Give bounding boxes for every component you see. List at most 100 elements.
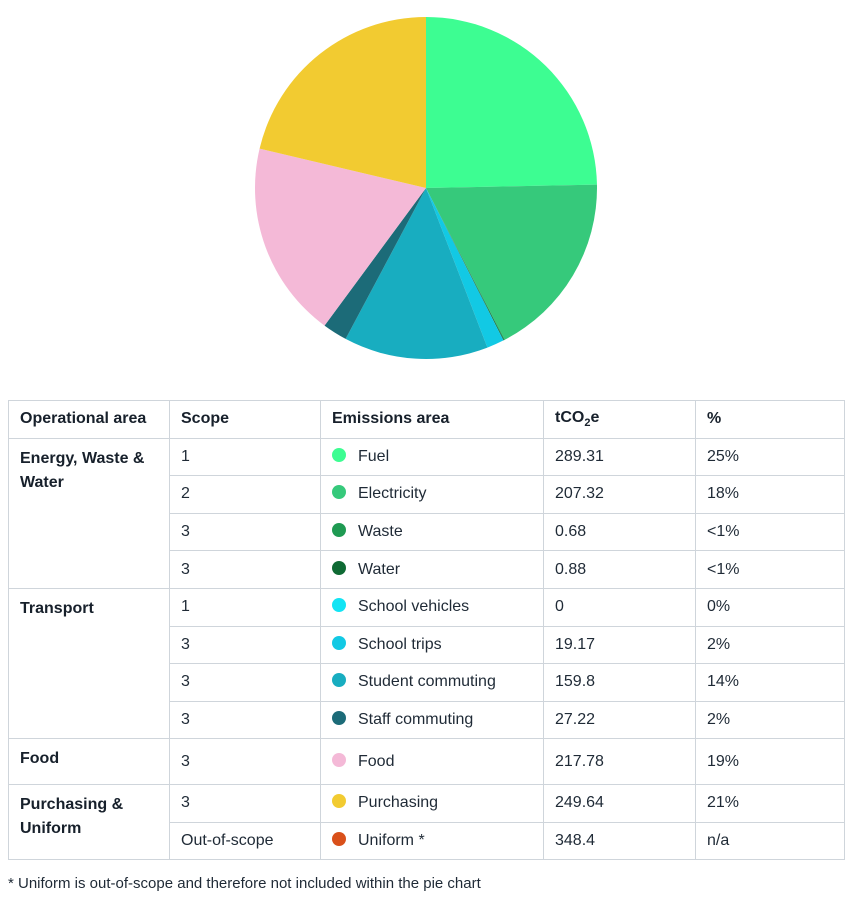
emissions-area-label: Purchasing — [358, 794, 439, 812]
table-row: Transport 1 School vehicles 0 0% — [8, 587, 845, 740]
header-tco2e-prefix: tCO — [555, 409, 585, 427]
header-operational-area: Operational area — [8, 400, 170, 439]
emissions-area-label: School vehicles — [358, 598, 470, 616]
percent-cell: 2% — [695, 700, 845, 740]
tco2e-cell: 0.68 — [543, 512, 696, 552]
legend-dot-icon — [332, 752, 346, 767]
header-scope: Scope — [169, 400, 321, 439]
legend-dot-icon — [332, 673, 346, 688]
scope-cell: Out-of-scope — [169, 821, 321, 861]
tco2e-cell: 348.4 — [543, 821, 696, 861]
emissions-area-cell: Food — [320, 738, 544, 785]
tco2e-cell: 207.32 — [543, 475, 696, 514]
emissions-area-cell: Student commuting — [320, 663, 544, 702]
scope-cell: 3 — [169, 663, 321, 702]
header-emissions-area: Emissions area — [320, 400, 544, 439]
emissions-area-cell: Waste — [320, 512, 544, 552]
legend-dot-icon — [332, 485, 346, 500]
scope-cell: 3 — [169, 550, 321, 589]
emissions-area-cell: Fuel — [320, 437, 544, 477]
percent-cell: 21% — [695, 783, 845, 823]
emissions-area-label: Staff commuting — [358, 711, 474, 729]
emissions-area-label: Electricity — [358, 485, 427, 503]
percent-cell: 0% — [695, 587, 845, 627]
pie-slice-food — [254, 148, 426, 326]
legend-dot-icon — [332, 447, 346, 462]
pie-slice-waste — [426, 188, 505, 341]
legend-dot-icon — [332, 560, 346, 575]
legend-dot-icon — [332, 794, 346, 809]
header-tco2e-suffix: e — [590, 409, 600, 427]
pie-slice-water — [426, 188, 505, 341]
emissions-area-cell: Water — [320, 550, 544, 589]
table-row: 2 Electricity 207.32 18% — [9, 475, 845, 514]
table-row: 3 Staff commuting 27.22 2% — [9, 700, 845, 740]
legend-dot-icon — [332, 831, 346, 846]
percent-cell: <1% — [695, 550, 845, 589]
emissions-area-label: Food — [358, 752, 395, 770]
percent-cell: 2% — [695, 625, 845, 665]
emissions-area-label: Uniform * — [358, 831, 425, 849]
emissions-pie-chart — [254, 17, 597, 360]
tco2e-cell: 217.78 — [543, 738, 696, 785]
table-header-row: Operational area Scope Emissions area tC… — [8, 400, 845, 439]
scope-cell: 3 — [169, 738, 321, 785]
pie-slice-school-trips — [426, 188, 504, 348]
legend-dot-icon — [332, 523, 346, 538]
percent-cell: <1% — [695, 512, 845, 552]
percent-cell: 14% — [695, 663, 845, 702]
operational-area-cell: Transport — [8, 587, 170, 740]
legend-dot-icon — [332, 598, 346, 613]
footnote: * Uniform is out-of-scope and therefore … — [8, 875, 481, 892]
table-row: 3 Student commuting 159.8 14% — [9, 663, 845, 702]
operational-area-cell: Food — [8, 738, 170, 785]
table-body: Energy, Waste & Water 1 Fuel 289.31 25% 2 Elec… — [8, 437, 845, 861]
pie-slice-electricity — [426, 184, 597, 340]
header-tco2e: tCO2e — [543, 400, 696, 439]
pie-slice-fuel — [426, 17, 597, 188]
table-row: Out-of-scope Uniform * 348.4 n/a — [9, 821, 845, 861]
scope-cell: 3 — [169, 625, 321, 665]
header-tco2e-sub: 2 — [584, 417, 591, 430]
tco2e-cell: 289.31 — [543, 437, 696, 477]
emissions-area-cell: School trips — [320, 625, 544, 665]
header-percent: % — [695, 400, 845, 439]
legend-dot-icon — [332, 711, 346, 726]
emissions-area-cell: Staff commuting — [320, 700, 544, 740]
table-row: Food 3 Food 217.78 19% — [8, 738, 845, 785]
pie-slice-student-commuting — [345, 188, 488, 360]
emissions-area-label: Student commuting — [358, 673, 496, 691]
emissions-area-label: School trips — [358, 635, 442, 653]
table-row: 3 School trips 19.17 2% — [9, 625, 845, 665]
emissions-area-label: Water — [358, 560, 401, 578]
percent-cell: n/a — [695, 821, 845, 861]
emissions-area-label: Waste — [358, 523, 403, 541]
tco2e-cell: 249.64 — [543, 783, 696, 823]
percent-cell: 18% — [695, 475, 845, 514]
percent-cell: 25% — [695, 437, 845, 477]
scope-cell: 3 — [169, 700, 321, 740]
scope-cell: 3 — [169, 512, 321, 552]
tco2e-cell: 0.88 — [543, 550, 696, 589]
tco2e-cell: 27.22 — [543, 700, 696, 740]
operational-area-cell: Energy, Waste & Water — [8, 437, 170, 589]
scope-cell: 3 — [169, 783, 321, 823]
emissions-area-cell: Uniform * — [320, 821, 544, 861]
table-row: Purchasing & Uniform 3 Purchasing 249.64 21% — [8, 783, 845, 861]
percent-cell: 19% — [695, 738, 845, 785]
emissions-table: Operational area Scope Emissions area tC… — [8, 400, 845, 861]
emissions-area-cell: Electricity — [320, 475, 544, 514]
emissions-area-cell: Purchasing — [320, 783, 544, 823]
scope-cell: 2 — [169, 475, 321, 514]
table-row: Energy, Waste & Water 1 Fuel 289.31 25% — [8, 437, 845, 589]
tco2e-cell: 0 — [543, 587, 696, 627]
legend-dot-icon — [332, 635, 346, 650]
operational-area-cell: Purchasing & Uniform — [8, 783, 170, 861]
emissions-area-label: Fuel — [358, 447, 390, 465]
table-row: 3 Water 0.88 <1% — [9, 550, 845, 589]
pie-slice-staff-commuting — [324, 188, 426, 339]
pie-slice-purchasing — [259, 17, 426, 188]
scope-cell: 1 — [169, 437, 321, 477]
tco2e-cell: 19.17 — [543, 625, 696, 665]
emissions-area-cell: School vehicles — [320, 587, 544, 627]
